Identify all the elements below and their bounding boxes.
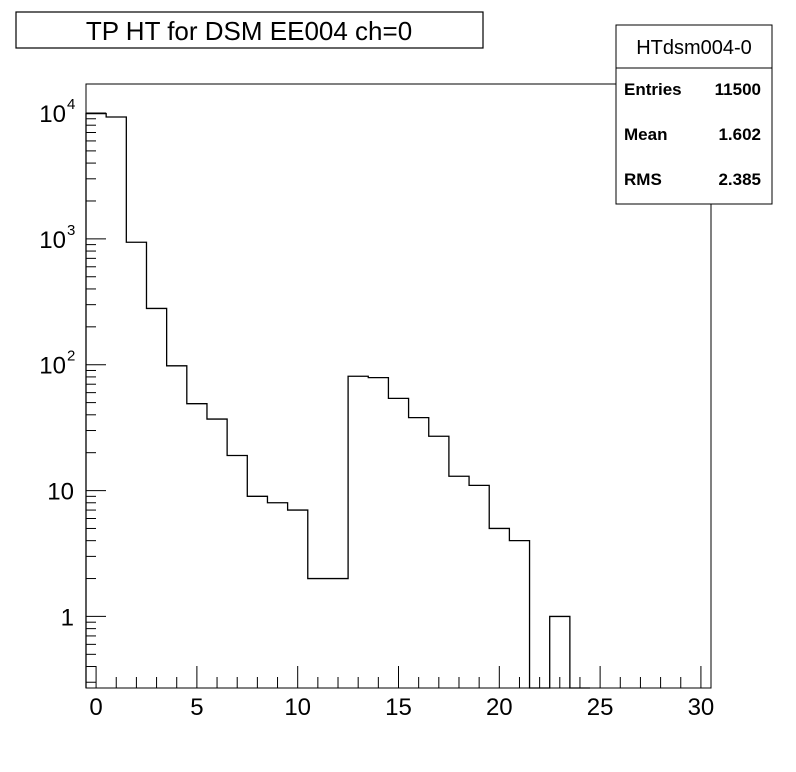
y-tick-label: 1: [61, 604, 74, 631]
y-tick-exponent: 2: [67, 348, 75, 365]
x-tick-label: 25: [587, 694, 614, 721]
stats-label: RMS: [624, 170, 662, 189]
title-box: [15, 11, 484, 49]
stats-label: Entries: [624, 80, 682, 99]
y-tick-label: 10 3: [39, 222, 75, 254]
stats-box: HTdsm004-0 Entries 11500 Mean 1.602 RMS 2.385: [615, 24, 773, 205]
stats-name: HTdsm004-0: [636, 37, 752, 59]
x-axis: 0 5 10 15 20 25 30: [89, 666, 714, 721]
chart-title: TP HT for DSM EE004 ch=0: [86, 16, 412, 46]
stats-value: 1.602: [718, 125, 761, 144]
stats-box-frame: [615, 24, 773, 205]
y-tick-base: 10: [39, 101, 66, 128]
stats-label: Mean: [624, 125, 667, 144]
x-tick-label: 0: [89, 694, 102, 721]
histogram-outline: [85, 112, 591, 689]
y-tick-label: 10 4: [39, 96, 75, 128]
x-tick-label: 15: [385, 694, 412, 721]
x-tick-label: 5: [190, 694, 203, 721]
stats-rows: Entries 11500 Mean 1.602 RMS 2.385: [624, 80, 761, 189]
y-tick-base: 10: [39, 227, 66, 254]
histogram-bins: [86, 114, 590, 688]
x-tick-label: 30: [688, 694, 715, 721]
y-tick-label: 10 2: [39, 348, 75, 380]
stats-value: 2.385: [718, 170, 761, 189]
stats-value: 11500: [715, 80, 761, 99]
y-tick-number: 1: [61, 604, 74, 631]
x-tick-label: 10: [284, 694, 311, 721]
y-tick-base: 10: [39, 353, 66, 380]
y-tick-label: 10: [47, 479, 74, 506]
x-tick-label: 20: [486, 694, 513, 721]
y-tick-exponent: 4: [67, 96, 75, 113]
y-tick-number: 10: [47, 479, 74, 506]
y-tick-exponent: 3: [67, 222, 75, 239]
